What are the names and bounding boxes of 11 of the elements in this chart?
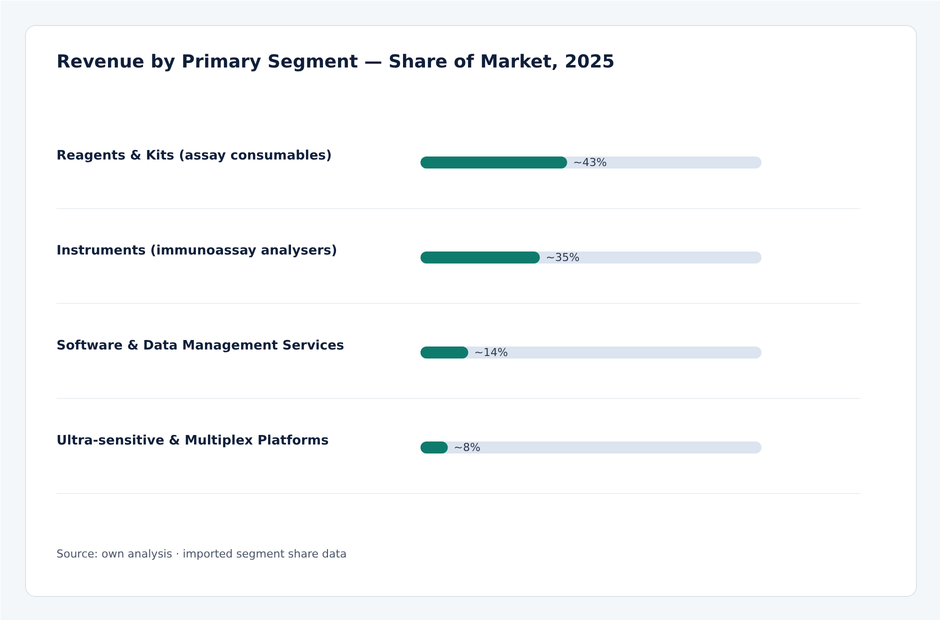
data-label: ~14%	[474, 346, 508, 359]
source-note: Source: own analysis · imported segment share data	[56, 548, 347, 560]
y-tick-label: Instruments (immunoassay analysers)	[56, 244, 338, 258]
data-label: ~8%	[454, 441, 480, 454]
y-tick-label: Reagents & Kits (assay consumables)	[56, 148, 332, 164]
data-label: ~43%	[573, 156, 607, 169]
bar	[420, 346, 468, 358]
data-label: ~35%	[546, 251, 580, 264]
y-tick-label: Ultra-sensitive & Multiplex Platforms	[56, 434, 329, 448]
y-tick-label: Software & Data Management Services	[56, 338, 344, 354]
chart-title: Revenue by Primary Segment — Share of Market, 2025	[56, 52, 615, 72]
